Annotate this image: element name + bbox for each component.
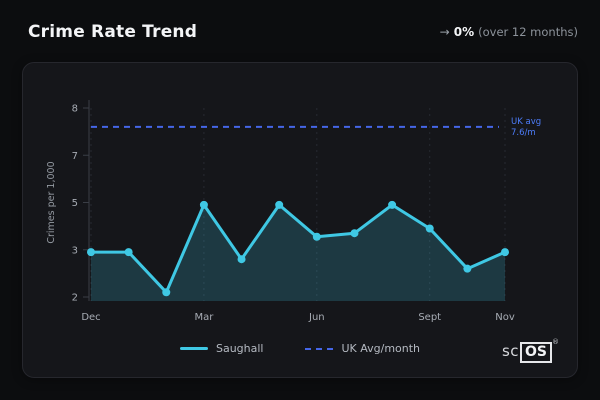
chart-legend: Saughall UK Avg/month <box>23 342 577 355</box>
data-point <box>463 264 472 273</box>
legend-label-saughall: Saughall <box>215 342 264 355</box>
data-point <box>312 232 321 241</box>
data-point <box>162 288 171 297</box>
svg-text:2: 2 <box>72 293 78 304</box>
saughall-line <box>89 203 507 294</box>
crime-trend-chart: 2 3 5 7 8 Dec Mar Jun Sept Nov Crimes per 1,000 UK … <box>46 100 541 323</box>
saughall-line-swatch <box>179 347 208 350</box>
page-title: Crime Rate Trend <box>28 22 198 42</box>
data-point <box>124 248 133 257</box>
svg-text:7: 7 <box>72 151 78 162</box>
registered-mark-icon: ® <box>552 338 559 346</box>
data-point <box>87 248 95 257</box>
legend-item-saughall[interactable]: Saughall <box>179 342 264 355</box>
scos-logo: sc OS® <box>501 338 559 363</box>
trend-indicator: → 0% (over 12 months) <box>440 25 578 39</box>
svg-text:Dec: Dec <box>81 312 100 323</box>
y-axis-label: Crimes per 1,000 <box>46 161 57 243</box>
svg-text:Mar: Mar <box>194 312 214 323</box>
svg-text:5: 5 <box>72 198 78 209</box>
svg-text:8: 8 <box>72 104 78 115</box>
svg-text:Nov: Nov <box>495 312 515 323</box>
data-point <box>199 200 208 209</box>
legend-label-uk-avg: UK Avg/month <box>341 342 421 355</box>
data-point <box>237 255 246 264</box>
uk-avg-line-swatch <box>305 347 334 350</box>
data-point <box>388 200 397 209</box>
chart-card: 2 3 5 7 8 Dec Mar Jun Sept Nov Crimes per 1,000 UK … <box>22 62 578 378</box>
trend-period: (over 12 months) <box>478 25 578 39</box>
data-point <box>425 224 434 233</box>
svg-text:3: 3 <box>72 245 78 256</box>
svg-text:Jun: Jun <box>308 312 325 323</box>
data-point <box>501 248 509 257</box>
y-axis: 2 3 5 7 8 <box>72 100 90 304</box>
legend-item-uk-avg[interactable]: UK Avg/month <box>305 342 420 355</box>
logo-boxed-text: OS <box>520 342 552 363</box>
x-axis: Dec Mar Jun Sept Nov <box>81 312 515 323</box>
svg-text:Sept: Sept <box>418 312 441 323</box>
data-point <box>350 229 359 238</box>
trend-value: 0% <box>453 25 475 39</box>
data-point <box>275 200 284 209</box>
uk-avg-annotation: UK avg <box>511 117 541 127</box>
trend-arrow-icon: → <box>439 25 450 39</box>
uk-avg-annotation: 7.6/m <box>511 128 536 138</box>
logo-prefix: sc <box>501 342 520 360</box>
page-header: Crime Rate Trend → 0% (over 12 months) <box>28 22 578 42</box>
